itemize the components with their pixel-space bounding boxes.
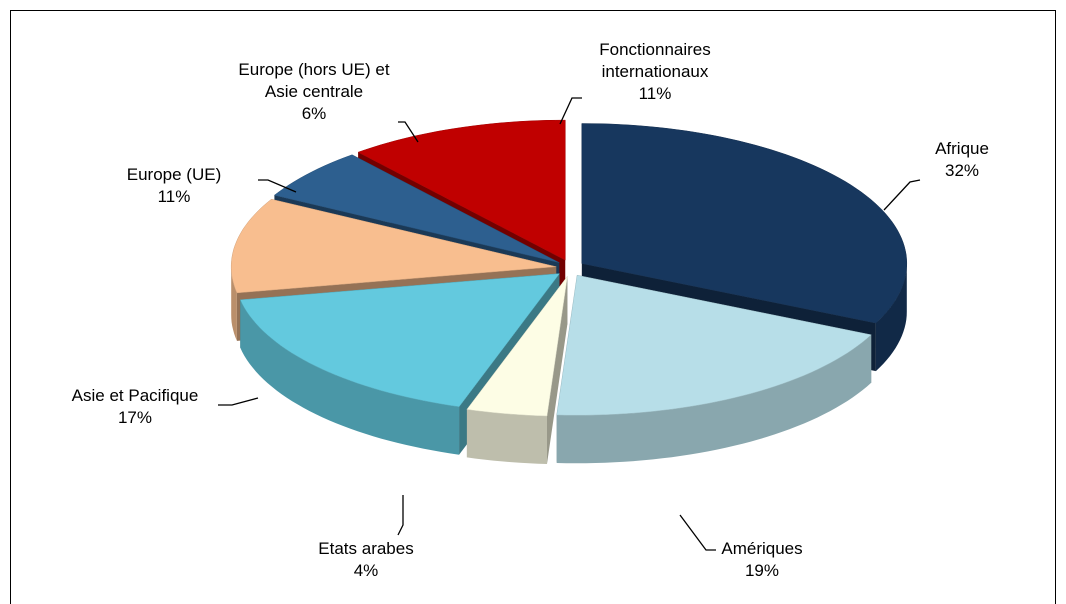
slice-side xyxy=(556,334,872,464)
slice xyxy=(357,119,566,261)
slice-side xyxy=(231,266,237,341)
value-label: 11% xyxy=(157,187,191,206)
slice-side xyxy=(240,299,460,455)
slice xyxy=(466,276,568,417)
category-name: Fonctionnaires internationaux xyxy=(599,40,711,81)
slice xyxy=(230,198,557,294)
slices xyxy=(230,119,908,464)
category-name: Amériques xyxy=(721,539,803,558)
category-name: Europe (UE) xyxy=(126,165,222,184)
slice-label: Asie et Pacifique 17% xyxy=(72,385,199,429)
slice-side xyxy=(466,409,547,464)
slice xyxy=(273,154,560,263)
value-label: 19% xyxy=(744,561,780,580)
category-name: Etats arabes xyxy=(318,539,414,558)
leader-line xyxy=(398,121,419,143)
leader-lines xyxy=(218,97,921,551)
leader-line xyxy=(397,495,404,536)
leader-line xyxy=(883,179,921,211)
slice xyxy=(239,273,561,407)
slice-label: Fonctionnaires internationaux 11% xyxy=(599,39,711,105)
category-name: Asie et Pacifique xyxy=(71,386,199,405)
slice xyxy=(581,123,908,324)
slice-label: Etats arabes 4% xyxy=(318,538,413,582)
slice-label: Amériques 19% xyxy=(721,538,802,582)
slice-label: Europe (UE) 11% xyxy=(127,164,221,208)
value-label: 11% xyxy=(638,84,672,103)
leader-line xyxy=(258,179,297,193)
value-label: 17% xyxy=(117,408,153,427)
leader-line xyxy=(218,397,259,406)
value-label: 4% xyxy=(353,561,379,580)
slice-label: Afrique 32% xyxy=(935,138,989,182)
value-label: 32% xyxy=(944,161,980,180)
slice-label: Europe (hors UE) et Asie centrale 6% xyxy=(238,59,389,125)
leader-line xyxy=(559,97,582,125)
value-label: 6% xyxy=(301,104,327,123)
category-name: Europe (hors UE) et Asie centrale xyxy=(238,60,390,101)
leader-line xyxy=(679,514,716,551)
category-name: Afrique xyxy=(935,139,989,158)
slice-side xyxy=(875,263,907,372)
slice xyxy=(556,274,872,416)
